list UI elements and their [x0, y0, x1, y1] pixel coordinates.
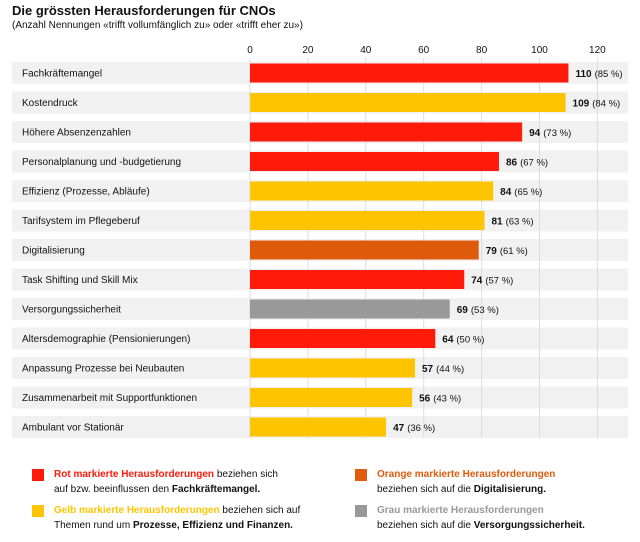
legend-grey-bold: Versorgungssicherheit. — [473, 520, 585, 531]
legend-yellow-bold: Prozesse, Effizienz und Finanzen. — [132, 520, 293, 531]
bar — [250, 181, 494, 201]
legend-orange-lead: Orange markierte Herausforderungen — [377, 469, 556, 480]
legend-grey-plain: beziehen sich auf die — [377, 520, 474, 531]
legend-red-bold: Fachkräftemangel. — [171, 484, 261, 495]
value-label: 64 (50 %) — [442, 335, 484, 346]
legend-red-plain: auf bzw. beeinflussen den — [54, 484, 172, 495]
bar — [250, 240, 479, 260]
x-tick-label: 20 — [302, 45, 314, 56]
bar — [250, 122, 523, 142]
x-tick-label: 60 — [418, 45, 430, 56]
category-label: Anpassung Prozesse bei Neubauten — [22, 364, 184, 375]
bars — [250, 63, 569, 437]
category-label: Kostendruck — [22, 98, 79, 109]
chart-title: Die grössten Herausforderungen für CNOs — [12, 3, 276, 18]
legend-swatch-yellow — [32, 505, 44, 517]
bar — [250, 299, 450, 319]
value-label: 79 (61 %) — [486, 246, 528, 257]
value-label: 69 (53 %) — [457, 305, 499, 316]
category-label: Zusammenarbeit mit Supportfunktionen — [22, 393, 197, 404]
value-label: 57 (44 %) — [422, 364, 464, 375]
bar-chart: 0 20 40 60 80 100 120 Fachkräftemangel Kostendr… — [12, 45, 628, 438]
bar — [250, 329, 436, 348]
legend-yellow-rest: beziehen sich auf — [219, 505, 301, 516]
category-label: Fachkräftemangel — [22, 69, 102, 80]
value-label: 109 (84 %) — [573, 99, 621, 110]
value-label: 84 (65 %) — [500, 187, 542, 198]
bar — [250, 211, 485, 230]
category-label: Effizienz (Prozesse, Abläufe) — [22, 187, 150, 198]
legend-swatch-orange — [355, 469, 367, 481]
axis-tick-labels: 0 20 40 60 80 100 120 — [247, 45, 606, 56]
legend-yellow-lead: Gelb markierte Herausforderungen — [54, 505, 220, 516]
bar — [250, 63, 569, 83]
category-labels: Fachkräftemangel Kostendruck Höhere Absenz… — [22, 69, 197, 434]
bar — [250, 152, 499, 171]
bar — [250, 358, 416, 378]
legend-yellow-plain: Themen rund um — [54, 520, 133, 531]
bar — [250, 388, 413, 407]
legend-orange-bold: Digitalisierung. — [473, 484, 546, 495]
bar — [250, 417, 387, 437]
value-label: 86 (67 %) — [506, 158, 548, 169]
bar — [250, 270, 465, 289]
legend-red-rest: beziehen sich — [214, 469, 278, 480]
legend-swatch-red — [32, 469, 44, 481]
value-label: 81 (63 %) — [491, 217, 533, 228]
x-tick-label: 100 — [531, 45, 548, 56]
x-tick-label: 40 — [360, 45, 372, 56]
value-labels: 110 (85 %) 109 (84 %) 94 (73 %) 86 (67 %) 84 (65 … — [393, 69, 623, 434]
category-label: Altersdemographie (Pensionierungen) — [22, 334, 190, 345]
value-label: 47 (36 %) — [393, 423, 435, 434]
category-label: Tarifsystem im Pflegeberuf — [22, 216, 140, 227]
legend-red-lead: Rot markierte Herausforderungen — [54, 469, 215, 480]
value-label: 110 (85 %) — [575, 69, 622, 80]
x-tick-label: 0 — [247, 45, 253, 56]
value-label: 56 (43 %) — [419, 394, 461, 405]
value-label: 74 (57 %) — [471, 276, 513, 287]
value-label: 94 (73 %) — [529, 128, 571, 139]
category-label: Task Shifting und Skill Mix — [22, 275, 138, 286]
category-label: Digitalisierung — [22, 246, 85, 257]
category-label: Höhere Absenzenzahlen — [22, 128, 131, 139]
legend-orange-plain: beziehen sich auf die — [377, 484, 474, 495]
bar — [250, 93, 566, 112]
legend: Rot markierte Herausforderungen beziehen… — [0, 460, 640, 542]
x-tick-label: 80 — [476, 45, 488, 56]
category-label: Ambulant vor Stationär — [22, 423, 124, 434]
category-label: Personalplanung und -budgetierung — [22, 157, 181, 168]
category-label: Versorgungssicherheit — [22, 305, 121, 316]
x-tick-label: 120 — [589, 45, 606, 56]
chart-subtitle: (Anzahl Nennungen «trifft vollumfänglich… — [12, 20, 303, 31]
legend-grey-lead: Grau markierte Herausforderungen — [377, 505, 544, 516]
legend-swatch-grey — [355, 505, 367, 517]
